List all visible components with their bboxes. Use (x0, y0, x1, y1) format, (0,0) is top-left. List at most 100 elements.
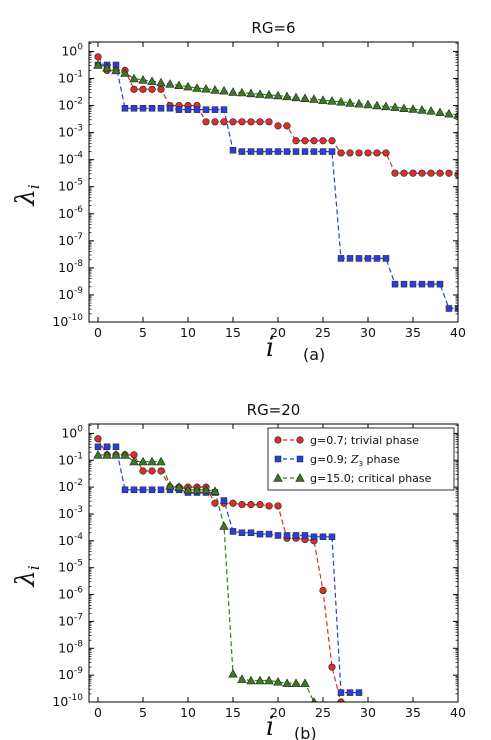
y-tick-label: 10-2 (58, 478, 83, 494)
data-point-critical (336, 96, 346, 106)
data-point-critical (435, 107, 445, 117)
data-point-trivial (436, 169, 444, 177)
series-line-z3 (98, 64, 458, 310)
data-point-trivial (256, 118, 264, 126)
data-point-z3 (274, 148, 282, 155)
data-point-trivial (265, 118, 273, 126)
data-point-z3 (238, 148, 246, 155)
data-point-critical (255, 675, 265, 685)
data-point-critical (138, 75, 148, 84)
data-point-z3 (454, 305, 458, 312)
data-point-trivial (391, 169, 399, 177)
data-point-critical (183, 484, 193, 494)
legend-marker-z3 (296, 455, 304, 463)
data-point-z3 (301, 532, 309, 539)
data-point-trivial (400, 169, 408, 177)
y-tick-label: 10-6 (58, 586, 83, 602)
data-point-critical (246, 88, 256, 98)
data-point-trivial (220, 118, 228, 126)
data-point-z3 (400, 280, 408, 288)
legend-entry-trivial: g=0.7; trivial phase (274, 434, 419, 447)
data-point-critical (93, 60, 103, 69)
data-point-trivial (301, 137, 309, 145)
y-axis-label: λi (11, 565, 43, 587)
y-tick-label: 10-10 (52, 693, 83, 709)
data-point-critical (291, 678, 301, 687)
y-tick-label: 10-3 (58, 505, 83, 521)
data-point-trivial (337, 149, 345, 157)
data-point-trivial (274, 502, 282, 510)
series-line-critical (97, 64, 458, 116)
x-tick-label: 0 (94, 325, 102, 340)
data-point-trivial (274, 122, 282, 130)
data-point-z3 (256, 148, 264, 155)
data-point-z3 (391, 280, 399, 288)
data-point-z3 (292, 532, 300, 539)
data-point-critical (111, 450, 121, 459)
data-point-trivial (364, 149, 372, 157)
data-point-z3 (355, 689, 363, 696)
data-point-trivial (202, 118, 210, 126)
data-point-z3 (265, 148, 273, 155)
y-tick-label: 10-4 (58, 151, 83, 167)
panel-label: (a) (303, 345, 325, 364)
data-point-z3 (373, 255, 381, 262)
plot-frame (88, 41, 459, 323)
y-tick-label: 10-1 (58, 70, 83, 86)
data-point-trivial (265, 502, 273, 510)
x-tick-label: 40 (450, 325, 466, 340)
data-point-trivial (310, 137, 318, 145)
chart-rg6: RG=6 0 5 10 15 20 25 30 35 40 100 10-1 10-2 10-3 10-4 1… (11, 19, 466, 364)
data-point-critical (120, 68, 130, 77)
data-point-trivial (409, 169, 417, 177)
data-point-z3 (337, 255, 345, 262)
data-point-z3 (157, 486, 165, 494)
x-tick-label: 5 (139, 705, 147, 720)
data-point-trivial (238, 500, 246, 509)
data-point-trivial (229, 118, 237, 126)
data-point-z3 (139, 486, 147, 494)
data-point-critical (183, 81, 193, 91)
legend-marker-trivial (274, 436, 282, 444)
x-tick-label: 15 (225, 705, 241, 720)
data-point-trivial (328, 663, 336, 671)
data-point-trivial (247, 118, 255, 126)
data-point-critical (201, 484, 211, 494)
data-point-trivial (319, 586, 327, 595)
data-point-z3 (130, 105, 138, 112)
data-point-z3 (193, 106, 201, 113)
data-point-trivial (139, 467, 147, 475)
data-point-z3 (337, 689, 345, 696)
data-point-trivial (130, 85, 138, 93)
y-tick-label: 100 (61, 42, 83, 58)
x-axis-label: i (266, 333, 274, 363)
data-point-critical (264, 89, 274, 99)
data-point-z3 (418, 280, 426, 288)
data-point-z3 (436, 280, 444, 288)
data-point-z3 (130, 486, 138, 494)
data-point-trivial (211, 118, 219, 126)
data-point-critical (192, 83, 202, 92)
data-point-z3 (283, 148, 291, 155)
legend-marker-z3 (274, 455, 282, 463)
legend-label: g=0.7; trivial phase (310, 434, 419, 447)
data-point-z3 (139, 105, 147, 112)
data-point-critical (237, 674, 247, 683)
y-tick-label: 10-5 (58, 559, 83, 575)
data-point-critical (444, 108, 454, 118)
data-point-z3 (229, 146, 237, 154)
data-point-critical (300, 678, 310, 687)
data-point-critical (219, 85, 229, 95)
x-tick-label: 15 (225, 325, 241, 340)
data-point-z3 (157, 105, 165, 112)
data-point-critical (165, 480, 175, 490)
data-point-critical (327, 96, 337, 105)
data-point-critical (165, 79, 175, 88)
data-point-z3 (346, 689, 354, 696)
data-point-z3 (121, 105, 129, 112)
x-tick-label: 5 (139, 325, 147, 340)
data-point-z3 (184, 106, 192, 113)
data-point-critical (192, 484, 202, 494)
data-point-critical (246, 675, 256, 685)
